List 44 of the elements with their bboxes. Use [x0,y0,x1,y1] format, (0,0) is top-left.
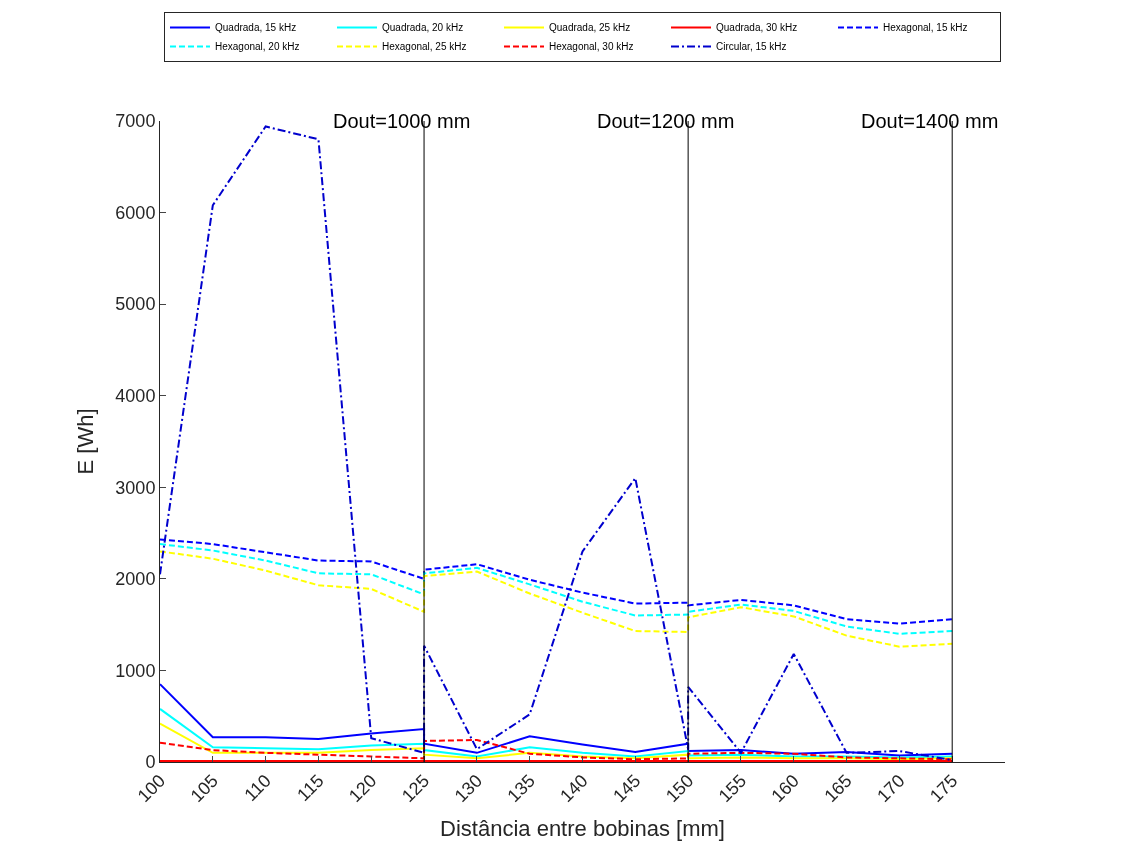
x-tick-label: 135 [503,770,539,807]
y-tick-label: 3000 [115,477,156,498]
y-tick-label: 1000 [115,660,156,681]
legend-label: Circular, 15 kHz [716,41,787,53]
y-tick-label: 7000 [115,111,156,132]
line-series [160,722,954,761]
y-tick-label: 0 [145,752,156,773]
x-tick-label: 165 [820,770,856,807]
y-tick-label: 2000 [115,569,156,590]
line-series [160,707,954,759]
line-series [160,550,954,648]
x-tick-label: 175 [925,770,962,807]
y-tick-label: 5000 [115,294,156,315]
annotation: Dout=1000 mm [333,110,471,132]
y-tick-label: 4000 [115,386,156,407]
y-tick-label: 6000 [115,202,156,223]
legend-label: Quadrada, 20 kHz [382,22,464,34]
x-tick-label: 170 [873,770,909,807]
legend-label: Hexagonal, 15 kHz [883,22,968,34]
x-tick-label: 145 [609,770,645,807]
legend-label: Hexagonal, 30 kHz [549,41,634,53]
x-tick-label: 120 [345,770,381,807]
line-series [160,543,954,635]
annotation: Dout=1200 mm [597,110,735,132]
x-tick-label: 140 [556,770,592,807]
annotation: Dout=1400 mm [861,110,999,132]
x-tick-label: 155 [714,770,751,807]
x-tick-label: 100 [133,770,170,807]
y-axis-title: E [Wh] [73,408,99,475]
x-tick-label: 160 [767,770,803,807]
x-tick-label: 125 [397,770,434,807]
x-tick-label: 130 [450,770,487,807]
line-series [160,683,954,757]
x-tick-label: 150 [661,770,698,807]
x-tick-label: 105 [186,770,222,807]
legend-label: Quadrada, 25 kHz [549,22,631,34]
x-axis-title: Distância entre bobinas [mm] [440,815,725,841]
x-tick-label: 115 [293,770,328,806]
x-tick-label: 110 [240,770,275,806]
legend-label: Quadrada, 15 kHz [215,22,297,34]
legend-label: Hexagonal, 20 kHz [215,41,300,53]
line-series [160,538,954,625]
legend-label: Quadrada, 30 kHz [716,22,798,34]
legend-label: Hexagonal, 25 kHz [382,41,467,53]
